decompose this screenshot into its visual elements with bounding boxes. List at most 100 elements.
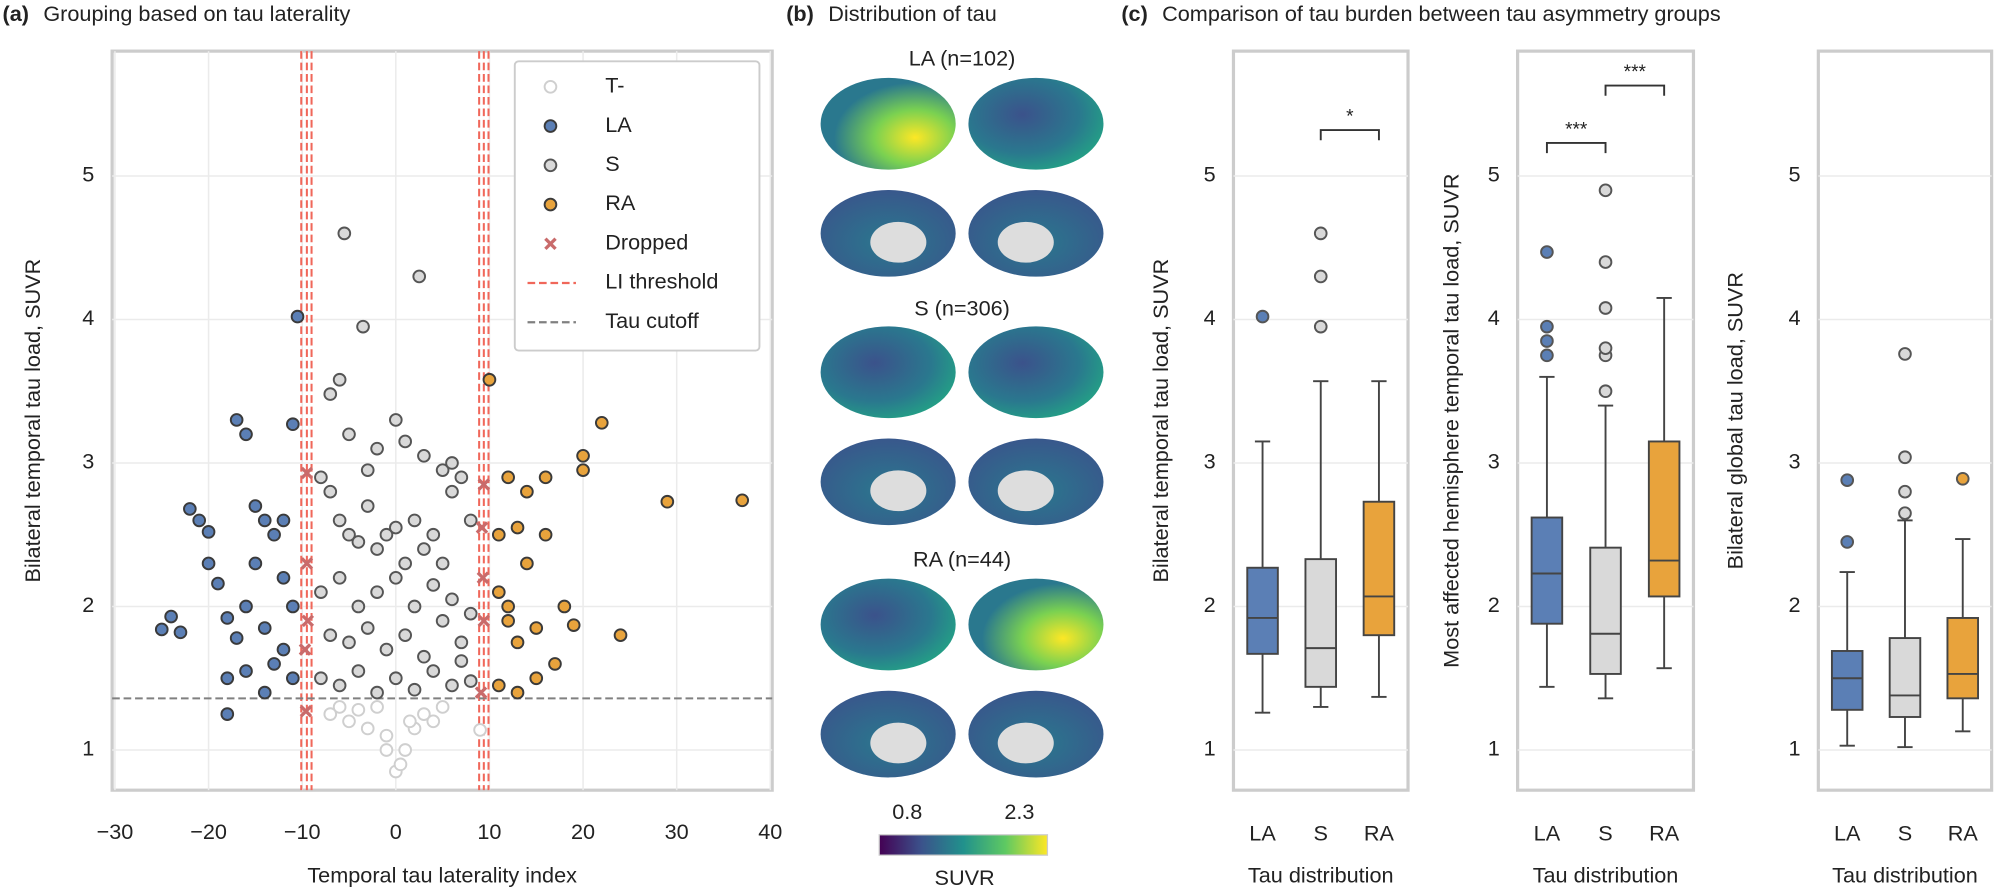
scatter-point [286, 671, 300, 686]
y-tick-label: 2 [1488, 592, 1500, 617]
scatter-point [613, 628, 628, 643]
flier [1955, 471, 1970, 486]
scatter-point [201, 525, 216, 539]
scatter-point [323, 628, 338, 643]
scatter-point [482, 372, 497, 387]
x-stroke [298, 643, 312, 656]
scatter-point [164, 609, 178, 624]
scatter-point [435, 700, 450, 714]
legend-label: T- [605, 73, 624, 98]
x-tick-label: 30 [665, 819, 689, 844]
colorbar-tick: 2.3 [1004, 799, 1034, 824]
group-label: RA (n=44) [913, 547, 1011, 572]
scatter-point [173, 625, 188, 640]
flier [1598, 183, 1613, 198]
y-tick-label: 5 [1788, 162, 1800, 187]
scatter-point [298, 643, 312, 656]
scatter-point [475, 521, 489, 534]
x-stroke [474, 686, 488, 699]
scatter-point [407, 513, 422, 528]
y-tick-label: 4 [1488, 305, 1500, 330]
x-tick-label: LA [1534, 820, 1561, 845]
y-axis-label: Bilateral temporal tau load, SUVR [1148, 259, 1173, 583]
scatter-point [543, 158, 558, 173]
y-tick-label: 1 [1204, 736, 1216, 761]
scatter-point [276, 642, 291, 657]
scatter-point [477, 614, 491, 628]
scatter-point [229, 631, 244, 645]
y-axis-label: Bilateral global tau load, SUVR [1723, 272, 1748, 569]
scatter-point [351, 599, 366, 614]
box [1589, 546, 1622, 675]
scatter-point [183, 502, 197, 516]
y-tick-label: 1 [1788, 736, 1800, 761]
scatter-point [398, 743, 412, 757]
y-tick-label: 5 [1204, 162, 1216, 187]
flier [1898, 506, 1912, 521]
scatter-point [557, 599, 572, 614]
box [1246, 566, 1279, 655]
scatter-point [323, 387, 338, 401]
scatter-point [332, 700, 347, 714]
scatter-point [239, 664, 253, 678]
x-stroke [299, 704, 313, 718]
scatter-point [323, 707, 338, 721]
x-stroke [476, 571, 490, 585]
scatter-point [435, 614, 450, 628]
legend-label: LA [605, 112, 632, 137]
scatter-point [370, 685, 384, 700]
panel-title: Comparison of tau burden between tau asy… [1162, 1, 1721, 26]
x-tick-label: RA [1948, 820, 1979, 845]
scatter-point [445, 592, 459, 607]
scatter-point [417, 542, 431, 556]
scatter-point [314, 671, 328, 686]
scatter-point [463, 674, 478, 688]
flier [1598, 341, 1613, 355]
scatter-point [491, 527, 506, 542]
x-stroke [301, 614, 315, 628]
scatter-point [417, 448, 431, 463]
x-tick-label: LA [1249, 820, 1276, 845]
scatter-point [286, 599, 300, 614]
scatter-point [417, 649, 431, 664]
scatter-point [229, 413, 244, 427]
scatter-point [388, 520, 403, 535]
scatter-point [426, 578, 441, 592]
scatter-point [454, 470, 469, 485]
flier [1898, 347, 1912, 361]
panel-label: (a) [3, 1, 29, 26]
scatter-point [454, 654, 469, 668]
scatter-point [342, 427, 356, 442]
x-stroke [477, 614, 491, 628]
y-tick-label: 1 [82, 736, 94, 761]
scatter-point [403, 714, 417, 729]
y-axis-label: Most affected hemisphere temporal tau lo… [1438, 173, 1463, 667]
y-axis-label: Bilateral temporal tau load, SUVR [20, 259, 45, 583]
scatter-point [398, 628, 412, 643]
scatter-point [594, 415, 609, 430]
scatter-point [477, 478, 491, 491]
y-tick-label: 3 [1204, 449, 1216, 474]
scatter-point [267, 527, 281, 542]
scatter-point [735, 493, 750, 508]
box [1362, 500, 1396, 637]
y-tick-label: 4 [82, 305, 94, 330]
x-tick-label: −20 [190, 819, 227, 844]
scatter-point [476, 571, 490, 585]
scatter-point [426, 527, 441, 542]
colorbar-tick: 0.8 [892, 799, 922, 824]
scatter-point [201, 556, 216, 571]
scatter-point [332, 678, 347, 693]
colorbar [878, 834, 1049, 856]
box [1647, 440, 1681, 598]
scatter-point [370, 585, 384, 599]
scatter-point [566, 618, 581, 632]
scatter-point [538, 470, 553, 485]
scatter-point [323, 484, 338, 499]
y-tick-label: 2 [1204, 592, 1216, 617]
scatter-point [370, 700, 384, 714]
scatter-point [543, 119, 558, 133]
x-tick-label: S [1314, 820, 1328, 845]
scatter-point [393, 757, 408, 772]
